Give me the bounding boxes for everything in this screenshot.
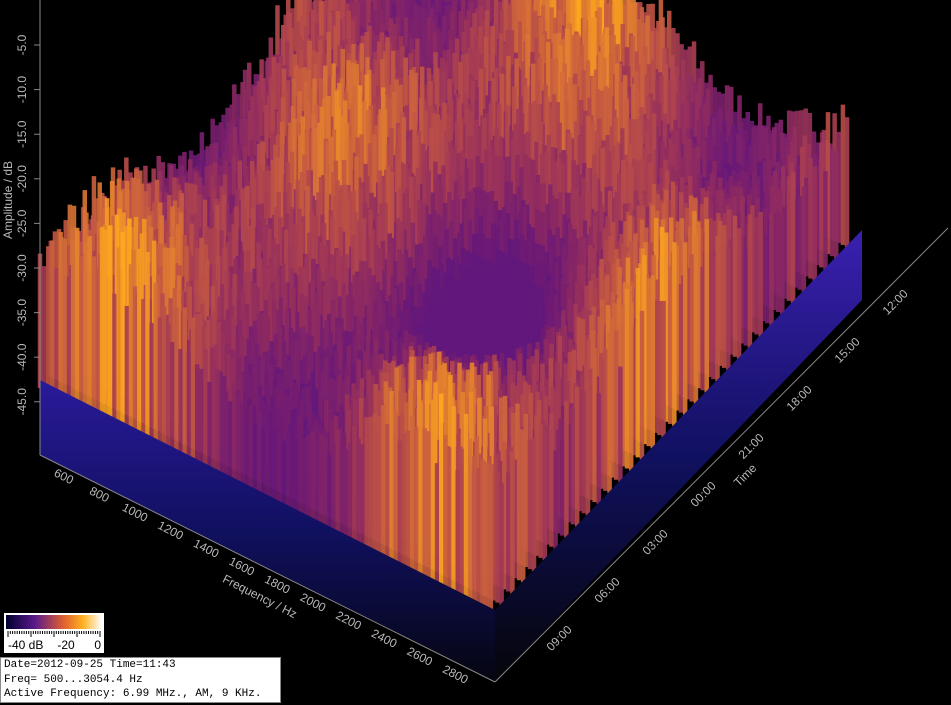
front-face — [40, 380, 495, 682]
colorbar-label: 0 — [94, 638, 101, 652]
info-line: Active Frequency: 6.99 MHz., AM, 9 KHz. — [4, 688, 262, 700]
time-tick-label: 18:00 — [784, 382, 815, 413]
colorbar-label: -20 — [57, 638, 75, 652]
info-line: Freq= 500...3054.4 Hz — [4, 673, 143, 686]
surface — [37, 0, 850, 616]
time-axis — [494, 227, 949, 683]
time-tick-label: 06:00 — [592, 574, 623, 605]
amplitude-tick-label: -45.0 — [15, 388, 29, 416]
colorbar-svg: -40 dB -20 0 — [6, 615, 102, 652]
amplitude-tick-label: -5.0 — [15, 34, 29, 55]
amplitude-tick-label: -40.0 — [15, 343, 29, 371]
amplitude-tick-label: -20.0 — [15, 165, 29, 193]
colorbar-label: -40 dB — [8, 638, 43, 652]
info-box: Date=2012-09-25 Time=11:43 Freq= 500...3… — [0, 657, 281, 703]
time-tick-label: 21:00 — [736, 430, 767, 461]
colorbar-ticks — [7, 631, 101, 637]
time-tick-label: 00:00 — [688, 478, 719, 509]
amplitude-title: Amplitude / dB — [1, 161, 15, 239]
amplitude-tick-label: -10.0 — [15, 76, 29, 104]
colorbar-gradient — [6, 615, 102, 629]
amplitude-tick-label: -35.0 — [15, 299, 29, 327]
time-tick-label: 12:00 — [880, 286, 911, 317]
time-title: Time — [731, 461, 760, 490]
info-line: Date=2012-09-25 Time=11:43 — [4, 659, 176, 671]
frequency-title: Frequency / Hz — [220, 572, 299, 621]
colorbar: -40 dB -20 0 — [4, 613, 104, 653]
side-face — [495, 230, 862, 682]
time-tick-label: 03:00 — [640, 526, 671, 557]
amplitude-tick-label: -30.0 — [15, 254, 29, 282]
time-tick-label: 15:00 — [832, 334, 863, 365]
time-tick-label: 09:00 — [544, 622, 575, 653]
frequency-axis — [39, 454, 496, 683]
amplitude-tick-label: -15.0 — [15, 120, 29, 148]
amplitude-tick-label: -25.0 — [15, 209, 29, 237]
